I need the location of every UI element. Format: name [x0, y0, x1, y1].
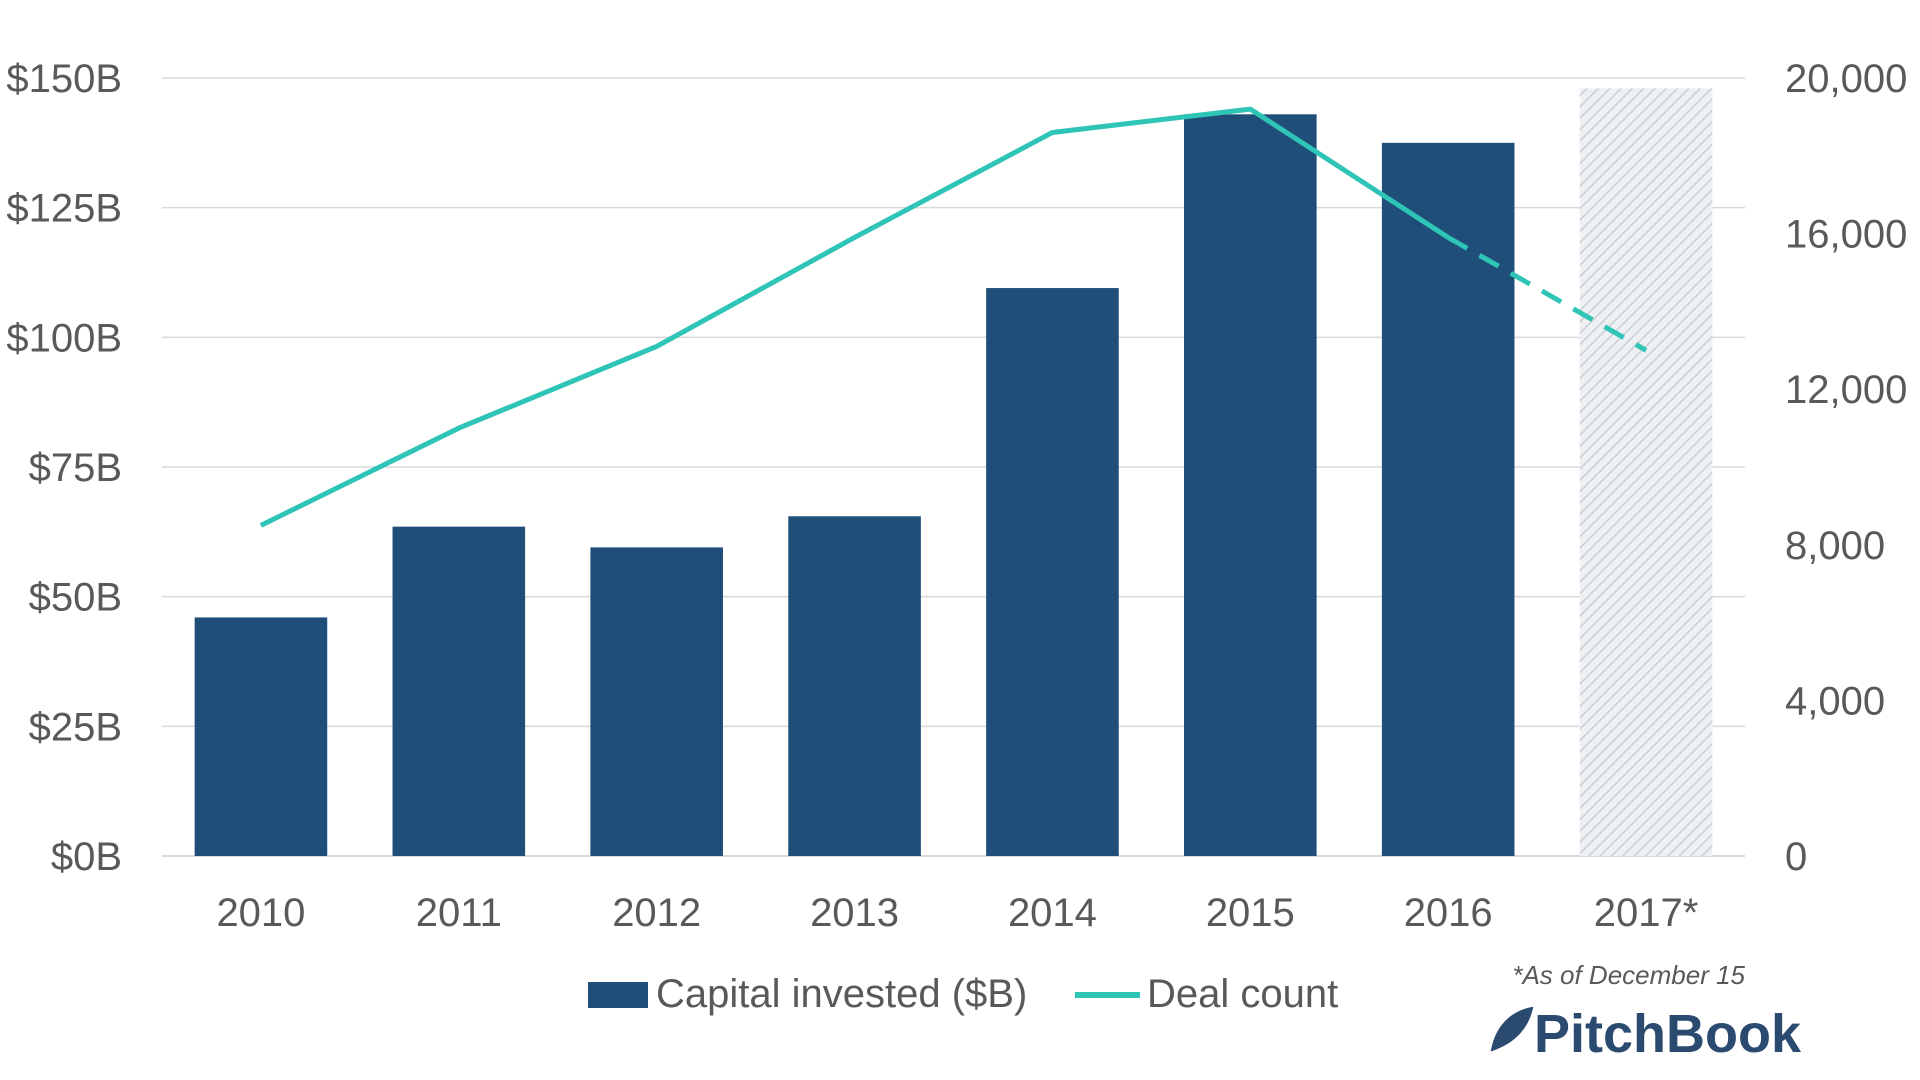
y-axis-right-ticks: 0 4,000 8,000 12,000 16,000 20,000: [1785, 57, 1907, 879]
x-tick-label: 2013: [810, 891, 899, 935]
x-tick-label: 2010: [216, 891, 305, 935]
x-tick-label: 2012: [612, 891, 701, 935]
bar-2011: [392, 526, 526, 856]
legend: Capital invested ($B) Deal count: [588, 972, 1338, 1016]
bar-2012: [590, 547, 723, 856]
x-axis-ticks: 2010 2011 2012 2013 2014 2015 2016 2017*: [216, 891, 1698, 935]
deal-count-line-projected: [1446, 235, 1648, 353]
bar-2010: [194, 617, 328, 856]
y-left-tick-label: $25B: [29, 705, 122, 749]
y-left-tick-label: $150B: [6, 57, 122, 101]
x-tick-label: 2017*: [1594, 891, 1699, 935]
pitchbook-leaf-icon: [1490, 1006, 1534, 1052]
legend-label-deal-count: Deal count: [1147, 972, 1338, 1016]
footnote: *As of December 15: [1512, 960, 1745, 990]
y-right-tick-label: 20,000: [1785, 57, 1907, 101]
x-tick-label: 2016: [1404, 891, 1493, 935]
y-axis-left-ticks: $0B $25B $50B $75B $100B $125B $150B: [6, 57, 122, 879]
y-right-tick-label: 4,000: [1785, 679, 1885, 723]
y-right-tick-label: 12,000: [1785, 368, 1907, 412]
bar-2015: [1184, 114, 1317, 857]
x-tick-label: 2015: [1206, 891, 1295, 935]
brand-name: PitchBook: [1534, 1004, 1802, 1064]
legend-swatch-capital: [588, 982, 648, 1008]
bar-2017: [1579, 88, 1713, 856]
y-right-tick-label: 8,000: [1785, 524, 1885, 568]
y-left-tick-label: $50B: [29, 576, 122, 620]
pitchbook-logo: PitchBook: [1490, 1004, 1802, 1064]
bar-2014: [986, 288, 1119, 856]
bar-2013: [788, 516, 921, 856]
bar-2016: [1381, 142, 1515, 857]
y-left-tick-label: $0B: [51, 835, 122, 879]
legend-label-capital: Capital invested ($B): [656, 972, 1027, 1016]
y-left-tick-label: $125B: [6, 187, 122, 231]
x-tick-label: 2011: [416, 891, 502, 935]
y-right-tick-label: 16,000: [1785, 213, 1907, 257]
y-left-tick-label: $75B: [29, 446, 122, 490]
y-left-tick-label: $100B: [6, 316, 122, 360]
y-right-tick-label: 0: [1785, 835, 1807, 879]
bars: [194, 88, 1713, 857]
deal-count-line: [259, 106, 1648, 528]
x-tick-label: 2014: [1008, 891, 1097, 935]
